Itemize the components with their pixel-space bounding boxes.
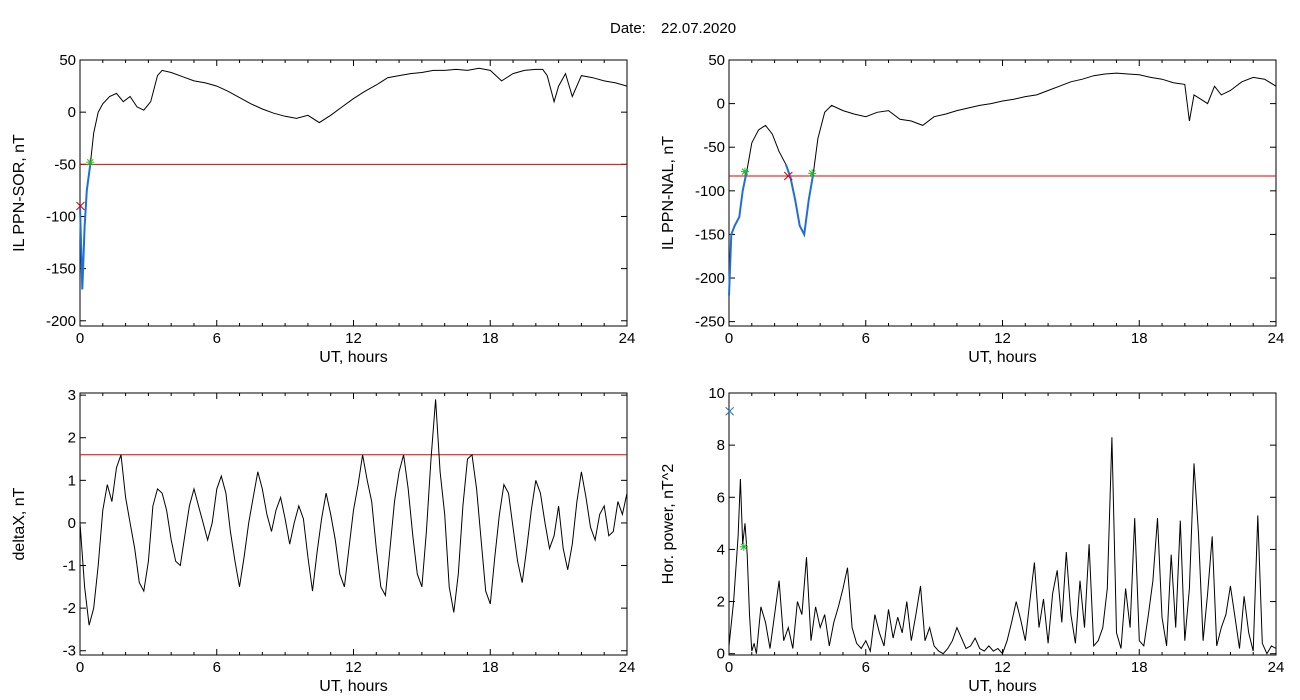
y-tick-label: 8 <box>717 437 725 454</box>
x-tick-label: 12 <box>345 330 362 347</box>
y-tick-label: -50 <box>54 156 76 173</box>
x-tick-label: 24 <box>1268 330 1285 347</box>
y-tick-label: -250 <box>695 314 725 331</box>
x-tick-label: 6 <box>213 330 221 347</box>
y-tick-label: 6 <box>717 489 725 506</box>
date-label: Date: <box>610 20 646 37</box>
plot-frame <box>728 392 1277 656</box>
x-tick-label: 6 <box>862 330 870 347</box>
x-tick-label: 0 <box>725 330 733 347</box>
x-tick-label: 6 <box>213 659 221 676</box>
y-tick-label: 0 <box>717 96 725 113</box>
y-tick-label: 50 <box>59 52 76 69</box>
date-value: 22.07.2020 <box>661 20 736 37</box>
plot-frame <box>728 59 1277 327</box>
data-line <box>728 437 1277 655</box>
y-tick-label: 4 <box>717 541 725 558</box>
start-marker <box>86 158 94 166</box>
y-tick-label: -200 <box>46 313 76 330</box>
x-tick-label: 18 <box>482 659 499 676</box>
end-marker <box>783 171 793 181</box>
y-tick-label: -2 <box>63 600 76 617</box>
x-tick-label: 12 <box>345 659 362 676</box>
y-axis-label: IL PPN-SOR, nT <box>11 134 28 252</box>
x-tick-label: 24 <box>619 659 636 676</box>
x-tick-label: 12 <box>994 659 1011 676</box>
interval-line <box>79 164 92 290</box>
x-tick-label: 18 <box>1131 659 1148 676</box>
y-tick-label: 2 <box>717 594 725 611</box>
start-marker <box>808 170 816 177</box>
y-tick-label: -150 <box>46 261 76 278</box>
chart-panel-1: 0 6 12 18 24 -200 -150 -100 -50 0 50 UT, hours IL PP… <box>11 52 635 366</box>
x-tick-label: 18 <box>482 330 499 347</box>
data-line <box>79 67 628 290</box>
y-tick-label: 0 <box>717 646 725 663</box>
x-tick-label: 12 <box>994 330 1011 347</box>
y-tick-label: -50 <box>703 139 725 156</box>
y-tick-label: -150 <box>695 226 725 243</box>
x-axis-label: UT, hours <box>319 678 387 695</box>
y-tick-label: 2 <box>68 430 76 447</box>
x-axis-label: UT, hours <box>319 349 387 366</box>
y-axis-label: IL PPN-NAL, nT <box>660 136 677 250</box>
y-axis-label: deltaX, nT <box>11 487 28 560</box>
y-tick-label: -200 <box>695 270 725 287</box>
y-tick-label: 1 <box>68 472 76 489</box>
y-tick-label: -1 <box>63 558 76 575</box>
interval-line <box>785 164 815 238</box>
y-tick-label: 0 <box>68 104 76 121</box>
x-tick-label: 24 <box>1268 659 1285 676</box>
start-marker <box>741 168 749 175</box>
y-tick-label: 3 <box>68 387 76 404</box>
x-tick-label: 0 <box>725 659 733 676</box>
y-tick-label: -3 <box>63 643 76 660</box>
x-tick-label: 0 <box>76 659 84 676</box>
plot-frame <box>79 59 628 327</box>
end-marker <box>76 201 85 211</box>
y-tick-label: 10 <box>708 385 725 402</box>
y-tick-label: 50 <box>708 52 725 69</box>
x-axis-label: UT, hours <box>968 678 1036 695</box>
y-tick-label: 0 <box>68 515 76 532</box>
x-tick-label: 6 <box>862 659 870 676</box>
x-tick-label: 18 <box>1131 330 1148 347</box>
data-line <box>79 399 628 626</box>
peak-marker <box>725 406 735 416</box>
chart-panel-2: 0 6 12 18 24 -250 -200 -150 -100 -50 0 50 UT, hours I… <box>660 52 1284 366</box>
y-tick-label: -100 <box>46 208 76 225</box>
x-tick-label: 24 <box>619 330 636 347</box>
y-axis-label: Hor. power, nT^2 <box>660 464 677 585</box>
data-line <box>728 72 1277 296</box>
start-marker <box>740 543 748 551</box>
interval-line <box>728 168 749 296</box>
y-tick-label: -100 <box>695 183 725 200</box>
x-axis-label: UT, hours <box>968 349 1036 366</box>
x-tick-label: 0 <box>76 330 84 347</box>
